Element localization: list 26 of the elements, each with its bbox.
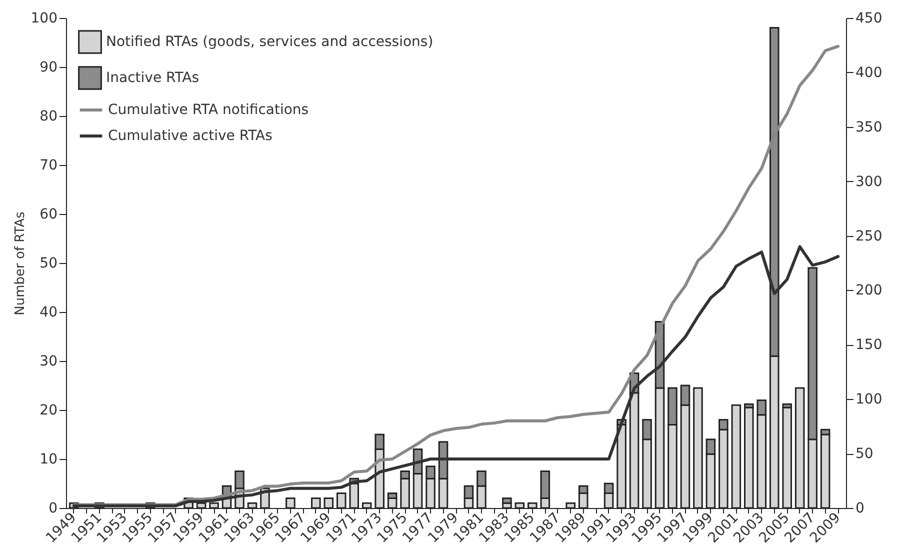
y2-tick-label: 400 <box>856 64 882 81</box>
y-tick-label: 90 <box>40 60 58 76</box>
y-tick-label: 30 <box>40 354 58 370</box>
y2-tick-label: 250 <box>856 228 882 244</box>
y2-tick-label: 0 <box>856 500 864 516</box>
y2-tick-label: 100 <box>856 392 882 408</box>
y-tick-label: 60 <box>40 206 58 222</box>
y-tick-label: 80 <box>40 108 58 124</box>
y-tick-label: 10 <box>40 452 58 468</box>
y-tick-label: 20 <box>40 402 58 418</box>
legend-label: Notified RTAs (goods, services and accessions) <box>106 34 434 50</box>
y2-tick-label: 200 <box>856 282 882 299</box>
y-tick-label: 50 <box>40 256 58 272</box>
y2-tick-label: 300 <box>856 174 882 190</box>
y-tick-label: 0 <box>48 500 58 516</box>
y-tick-label: 40 <box>40 304 58 320</box>
y2-tick-label: 50 <box>856 446 874 462</box>
y-tick-label: 70 <box>40 158 58 174</box>
y-tick-label: 100 <box>30 10 58 26</box>
legend-label: Inactive RTAs <box>106 70 200 86</box>
y2-tick-label: 150 <box>856 337 882 354</box>
y2-tick-label: 450 <box>856 10 882 26</box>
legend-label: Cumulative RTA notifications <box>108 102 309 118</box>
legend-label: Cumulative active RTAs <box>108 128 272 144</box>
y2-tick-label: 350 <box>856 119 882 136</box>
y-axis-title: Number of RTAs <box>12 211 28 316</box>
